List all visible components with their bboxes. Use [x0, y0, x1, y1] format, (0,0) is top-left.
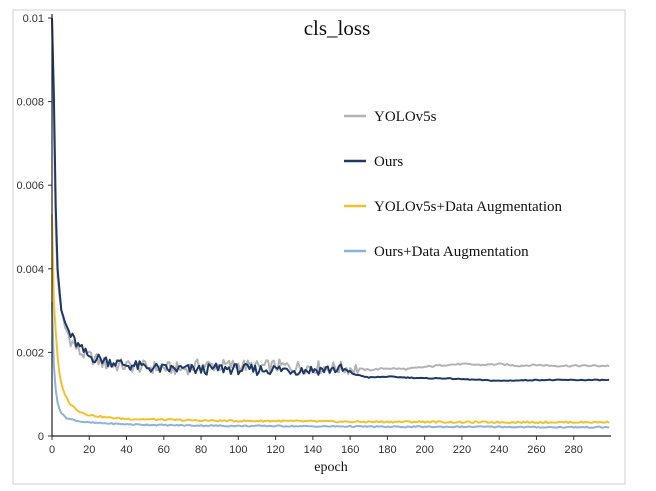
legend-label: Ours	[374, 154, 403, 170]
x-tick-label: 280	[565, 444, 583, 456]
legend-label: YOLOv5s	[374, 109, 437, 125]
legend-label: YOLOv5s+Data Augmentation	[374, 199, 563, 215]
x-tick-label: 60	[158, 444, 170, 456]
series-line-yolov5s-data-augmentation	[51, 214, 610, 425]
x-tick-label: 180	[378, 444, 396, 456]
x-tick-label: 160	[341, 444, 359, 456]
legend: YOLOv5s Ours YOLOv5s+Data Augmentation Ours…	[344, 109, 563, 260]
x-tick-label: 0	[49, 444, 55, 456]
y-tick-label: 0	[38, 431, 44, 443]
x-tick-label: 260	[527, 444, 545, 456]
x-tick-label: 100	[229, 444, 247, 456]
y-tick-label: 0.01	[23, 13, 44, 25]
chart-title: cls_loss	[304, 16, 371, 40]
x-tick-label: 240	[490, 444, 508, 456]
x-axis-label: epoch	[314, 460, 347, 475]
y-tick-label: 0.006	[16, 180, 44, 192]
y-axis-ticks: 0 0.002 0.004 0.006 0.008 0.01	[16, 13, 52, 443]
x-tick-label: 140	[304, 444, 322, 456]
y-tick-label: 0.008	[16, 97, 44, 109]
x-tick-label: 40	[120, 444, 132, 456]
y-tick-label: 0.002	[16, 347, 44, 359]
y-tick-label: 0.004	[16, 264, 44, 276]
series-line-ours-data-augmentation	[51, 302, 610, 429]
axes	[51, 14, 611, 437]
x-tick-label: 120	[266, 444, 284, 456]
series-lines	[51, 17, 610, 429]
series-line-ours	[51, 17, 610, 382]
x-tick-label: 200	[415, 444, 433, 456]
x-axis-ticks: 0 20 40 60 80 100 120 140 160 180 200 220 240 260 280	[49, 436, 583, 456]
x-tick-label: 220	[453, 444, 471, 456]
chart-border	[12, 9, 626, 485]
x-tick-label: 20	[83, 444, 95, 456]
x-tick-label: 80	[195, 444, 207, 456]
legend-label: Ours+Data Augmentation	[374, 244, 529, 260]
